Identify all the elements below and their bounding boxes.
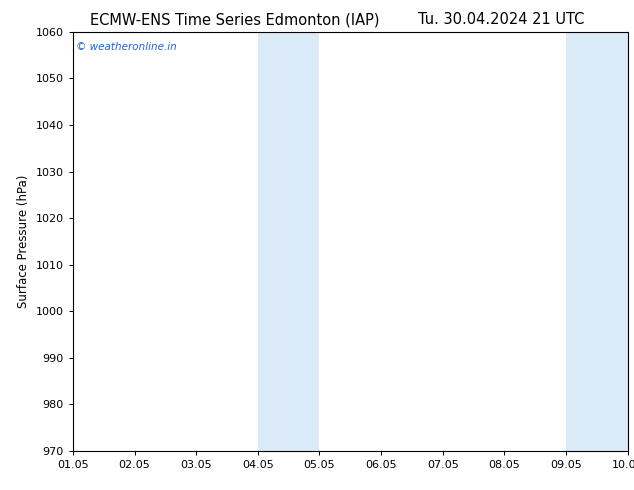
Bar xyxy=(258,32,320,451)
Text: Tu. 30.04.2024 21 UTC: Tu. 30.04.2024 21 UTC xyxy=(418,12,584,27)
Text: © weatheronline.in: © weatheronline.in xyxy=(75,42,176,52)
Bar xyxy=(566,32,628,451)
Y-axis label: Surface Pressure (hPa): Surface Pressure (hPa) xyxy=(17,174,30,308)
Text: ECMW-ENS Time Series Edmonton (IAP): ECMW-ENS Time Series Edmonton (IAP) xyxy=(90,12,379,27)
